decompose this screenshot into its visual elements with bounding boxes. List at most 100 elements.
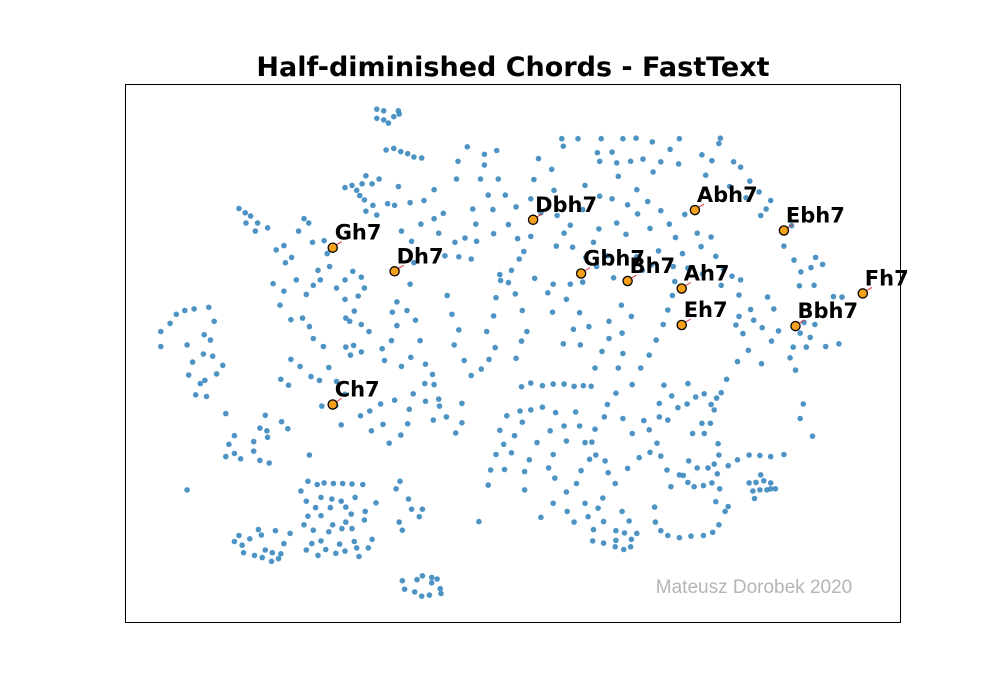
data-point	[812, 321, 818, 328]
data-point	[485, 192, 492, 198]
data-point	[586, 323, 592, 330]
data-point	[701, 391, 707, 397]
data-point	[598, 135, 604, 142]
data-point	[615, 365, 622, 371]
data-point	[486, 356, 492, 363]
data-point	[273, 247, 280, 253]
data-point	[264, 434, 271, 441]
data-point	[665, 417, 671, 423]
data-point	[564, 508, 570, 515]
data-point	[349, 481, 355, 487]
data-point	[264, 225, 271, 231]
data-point	[407, 199, 413, 206]
data-point	[408, 354, 414, 361]
data-point	[621, 530, 628, 536]
data-point	[342, 184, 348, 191]
data-point	[702, 172, 709, 178]
data-point	[418, 593, 425, 599]
data-point	[184, 487, 190, 493]
data-point	[508, 450, 515, 456]
data-point	[393, 486, 399, 492]
data-point	[606, 335, 612, 342]
data-point	[579, 279, 586, 285]
data-point	[342, 391, 348, 398]
data-point	[173, 311, 180, 318]
data-point	[343, 344, 349, 350]
data-point	[647, 225, 653, 232]
data-point	[634, 211, 641, 217]
data-point	[688, 533, 694, 539]
data-point	[808, 264, 814, 271]
data-point	[266, 460, 273, 466]
data-point	[571, 519, 577, 525]
data-point	[303, 547, 310, 553]
data-point	[819, 261, 826, 268]
data-point	[563, 296, 570, 303]
data-point	[613, 390, 619, 397]
data-point	[209, 353, 216, 360]
data-point	[339, 525, 345, 532]
data-point	[602, 458, 608, 464]
data-point	[669, 292, 676, 299]
data-point	[694, 465, 700, 471]
highlighted-chord-point	[327, 242, 338, 253]
data-point	[336, 541, 343, 547]
data-point	[206, 304, 212, 311]
data-point	[318, 538, 324, 544]
data-point	[649, 139, 656, 145]
data-point	[709, 480, 715, 486]
data-point	[553, 243, 560, 249]
data-point	[389, 309, 396, 316]
data-point	[569, 244, 576, 250]
data-point	[634, 186, 640, 193]
data-point	[628, 536, 635, 543]
data-point	[468, 256, 475, 262]
data-point	[600, 495, 606, 501]
data-point	[513, 204, 519, 210]
data-point	[644, 198, 651, 205]
data-point	[251, 552, 258, 559]
chord-label: Eh7	[684, 298, 728, 322]
data-point	[287, 530, 293, 537]
data-point	[545, 465, 552, 471]
data-point	[705, 465, 711, 471]
data-point	[600, 540, 607, 546]
data-point	[310, 527, 317, 533]
data-point	[618, 302, 625, 309]
data-point	[737, 164, 744, 170]
data-point	[349, 525, 355, 532]
data-point	[318, 512, 324, 519]
data-point	[315, 267, 321, 274]
data-point	[514, 235, 521, 242]
data-point	[310, 335, 317, 342]
data-point	[599, 348, 605, 355]
data-point	[757, 487, 763, 493]
data-point	[257, 425, 263, 431]
data-point	[729, 273, 735, 280]
data-point	[512, 291, 519, 297]
data-point	[459, 400, 465, 407]
data-point	[396, 519, 403, 525]
data-point	[408, 506, 415, 512]
data-point	[339, 480, 346, 487]
data-point	[367, 408, 373, 414]
data-point	[711, 407, 717, 413]
data-point	[589, 439, 595, 445]
data-point	[237, 456, 244, 462]
data-point	[391, 202, 398, 209]
data-point	[411, 154, 417, 160]
data-point	[404, 307, 410, 314]
data-point	[185, 372, 192, 378]
data-point	[401, 586, 408, 592]
data-point	[763, 206, 769, 212]
data-point	[226, 441, 232, 448]
data-point	[428, 574, 435, 581]
data-point	[411, 259, 417, 266]
data-point	[369, 181, 375, 187]
data-point	[410, 391, 417, 397]
data-point	[242, 210, 248, 216]
data-point	[563, 489, 570, 495]
data-point	[652, 519, 659, 525]
data-point	[330, 480, 337, 487]
data-point	[757, 212, 764, 219]
